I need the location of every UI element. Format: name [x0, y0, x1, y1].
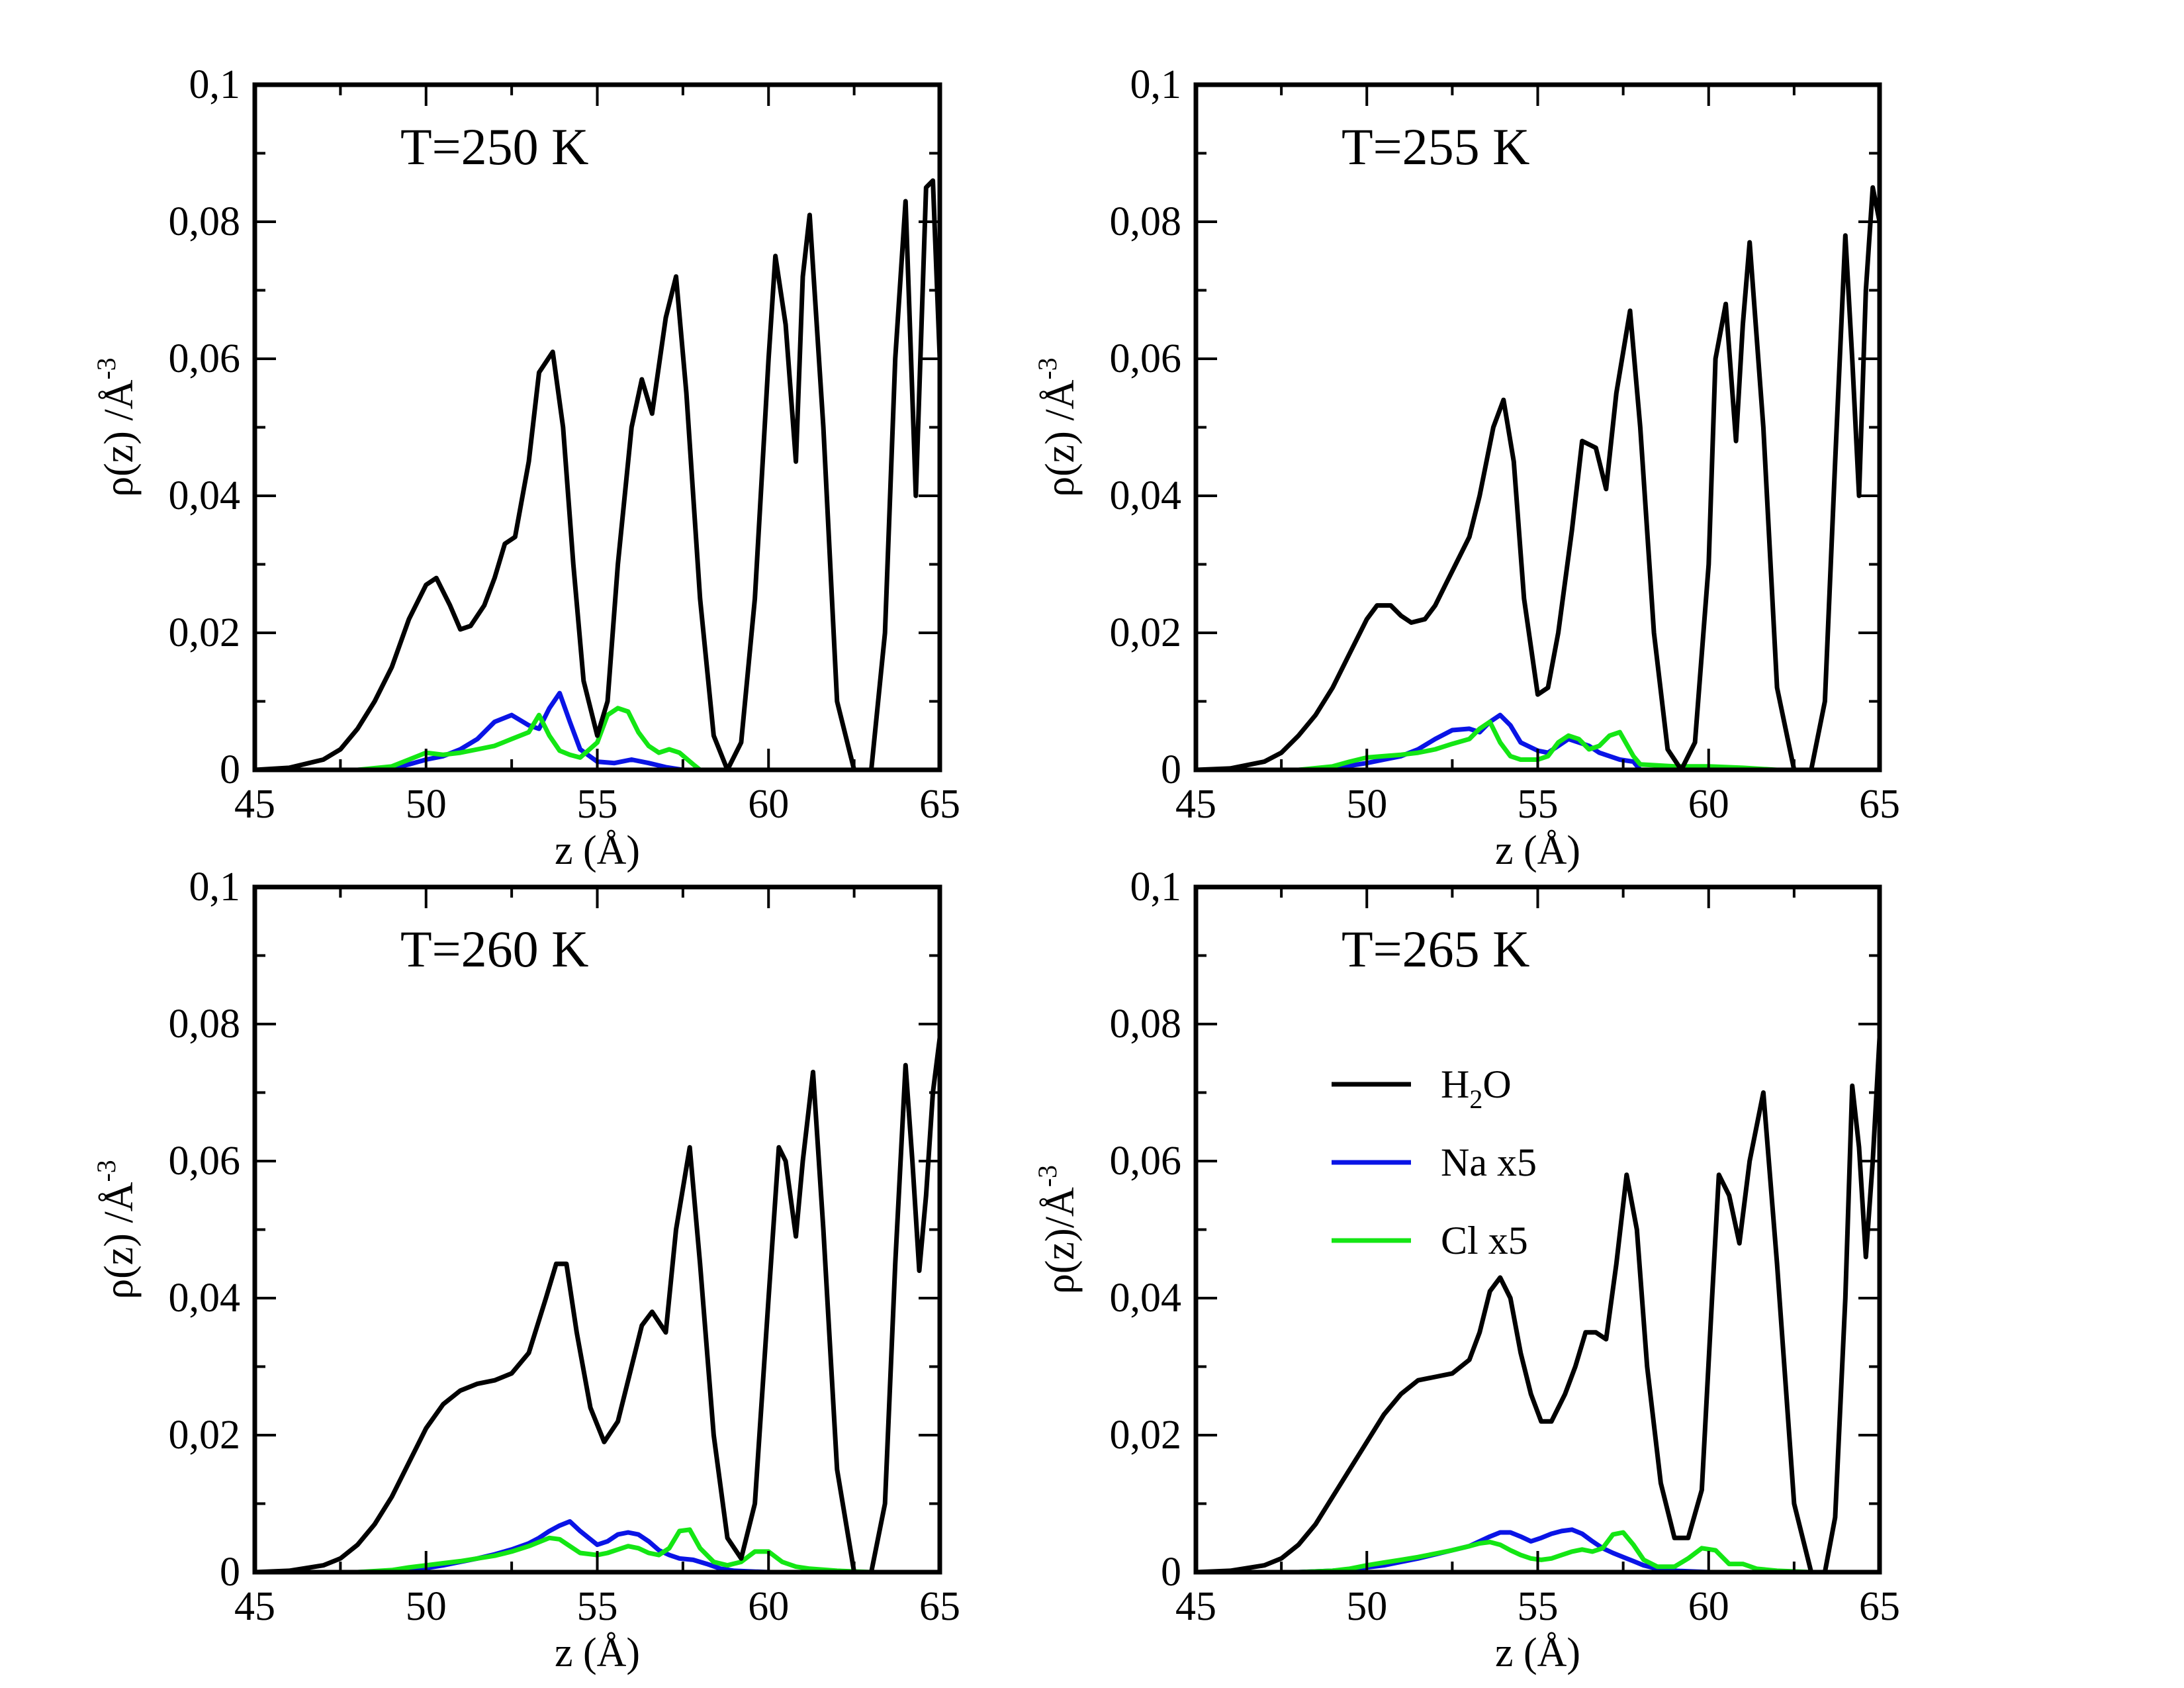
- chart-panel-1: 45 50 55 60 65 0 0,02 0,04 0,06 0,08 0,1 z (Å) ρ(z) …: [91, 62, 960, 873]
- y-axis-title: ρ(z) /Å-3: [91, 357, 142, 497]
- x-tick-label: 65: [919, 782, 960, 827]
- legend-label: Na x5: [1441, 1141, 1537, 1184]
- x-tick-label: 65: [1859, 782, 1900, 827]
- x-tick-label: 65: [919, 1584, 960, 1629]
- x-tick-label: 55: [1518, 1584, 1559, 1629]
- y-tick-label: 0,04: [1110, 1276, 1182, 1321]
- y-tick-label: 0,04: [169, 473, 241, 518]
- y-tick-label: 0,1: [1130, 865, 1182, 910]
- y-tick-label: 0,02: [1110, 1413, 1182, 1458]
- x-tick-label: 65: [1859, 1584, 1900, 1629]
- x-tick-label: 60: [748, 782, 789, 827]
- x-tick-label: 45: [1175, 1584, 1216, 1629]
- series-line-cl-x5: [1196, 1530, 1880, 1572]
- y-tick-label: 0: [220, 1550, 240, 1595]
- y-tick-label: 0,08: [1110, 1002, 1182, 1047]
- series-line-cl-x5: [255, 706, 940, 770]
- y-tick-label: 0: [1161, 1550, 1181, 1595]
- x-tick-label: 55: [577, 782, 618, 827]
- series-line-h2o: [1196, 1035, 1880, 1572]
- y-tick-label: 0,06: [1110, 336, 1182, 381]
- y-tick-label: 0,04: [169, 1276, 241, 1321]
- x-tick-label: 50: [406, 782, 447, 827]
- panel-title: T=265 K: [1342, 920, 1529, 978]
- y-tick-label: 0,1: [189, 865, 241, 910]
- y-tick-label: 0,06: [169, 1139, 241, 1184]
- x-axis-title: z (Å): [1495, 1630, 1580, 1675]
- y-tick-label: 0,1: [189, 62, 241, 107]
- panel-title: T=250 K: [400, 118, 588, 175]
- chart-panel-3: 45 50 55 60 65 0 0,02 0,04 0,06 0,08 0,1 z (Å) ρ(z) …: [91, 865, 960, 1675]
- x-tick-label: 60: [1688, 782, 1729, 827]
- y-tick-label: 0,1: [1130, 62, 1182, 107]
- legend-label: H2O: [1441, 1062, 1512, 1114]
- y-tick-label: 0,08: [169, 199, 241, 244]
- x-tick-label: 45: [234, 1584, 275, 1629]
- legend: H2O Na x5 Cl x5: [1332, 1062, 1537, 1262]
- y-tick-label: 0,04: [1110, 473, 1182, 518]
- chart-panel-4: 45 50 55 60 65 0 0,02 0,04 0,06 0,08 0,1 z (Å) ρ(z)/…: [1032, 865, 1900, 1675]
- x-tick-label: 50: [406, 1584, 447, 1629]
- panel-title: T=255 K: [1342, 118, 1529, 175]
- x-axis-title: z (Å): [555, 828, 640, 873]
- y-tick-label: 0,06: [169, 336, 241, 381]
- series-line-h2o: [1196, 185, 1880, 770]
- x-tick-label: 55: [577, 1584, 618, 1629]
- y-tick-label: 0,08: [169, 1002, 241, 1047]
- x-tick-label: 60: [1688, 1584, 1729, 1629]
- y-axis-title: ρ(z) /Å-3: [1032, 357, 1083, 497]
- y-axis-title: ρ(z) /Å-3: [91, 1160, 142, 1299]
- x-tick-label: 45: [234, 782, 275, 827]
- series-line-cl-x5: [255, 1527, 940, 1572]
- y-tick-label: 0,02: [1110, 610, 1182, 655]
- chart-panel-2: 45 50 55 60 65 0 0,02 0,04 0,06 0,08 0,1 z (Å) ρ(z) …: [1032, 62, 1900, 873]
- x-axis-title: z (Å): [555, 1630, 640, 1675]
- x-tick-label: 50: [1346, 782, 1387, 827]
- y-tick-label: 0: [220, 747, 240, 792]
- x-axis-title: z (Å): [1495, 828, 1580, 873]
- x-tick-label: 60: [748, 1584, 789, 1629]
- y-tick-label: 0,08: [1110, 199, 1182, 244]
- y-tick-label: 0,02: [169, 610, 241, 655]
- panel-title: T=260 K: [400, 920, 588, 978]
- y-tick-label: 0,06: [1110, 1139, 1182, 1184]
- y-tick-label: 0,02: [169, 1413, 241, 1458]
- series-line-h2o: [255, 1035, 940, 1572]
- x-tick-label: 50: [1346, 1584, 1387, 1629]
- y-axis-title: ρ(z)/Å-3: [1032, 1165, 1083, 1294]
- legend-label: Cl x5: [1441, 1219, 1528, 1262]
- x-tick-label: 45: [1175, 782, 1216, 827]
- x-tick-label: 55: [1518, 782, 1559, 827]
- y-tick-label: 0: [1161, 747, 1181, 792]
- series-line-h2o: [255, 178, 940, 770]
